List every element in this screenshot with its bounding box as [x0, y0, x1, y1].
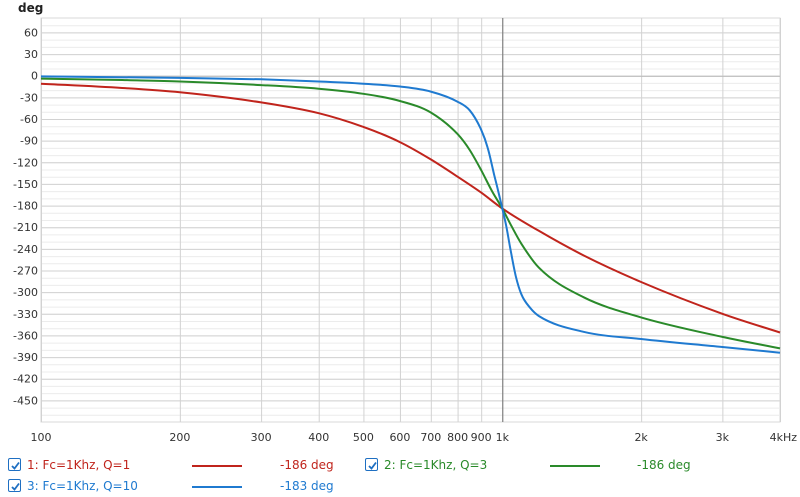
- x-tick-label: 900: [471, 431, 492, 444]
- x-tick-label: 200: [169, 431, 190, 444]
- series-3-line: [40, 75, 781, 354]
- series-2-value: -186 deg: [637, 458, 691, 472]
- y-tick-label: -390: [13, 351, 38, 364]
- y-tick-label: 0: [31, 70, 38, 83]
- series-3-checkbox[interactable]: [8, 479, 21, 492]
- series-1-line: [40, 82, 781, 334]
- series-3-swatch: [192, 486, 242, 488]
- checkmark-icon: [11, 461, 20, 470]
- y-tick-label: -30: [20, 91, 38, 104]
- series-3-name: 3: Fc=1Khz, Q=10: [27, 479, 138, 493]
- y-tick-label: -210: [13, 221, 38, 234]
- series-1-swatch: [192, 465, 242, 467]
- series-3-value: -183 deg: [280, 479, 334, 493]
- x-tick-label: 300: [251, 431, 272, 444]
- x-tick-label: 3k: [716, 431, 730, 444]
- series-1-value: -186 deg: [280, 458, 334, 472]
- y-tick-label: -330: [13, 308, 38, 321]
- x-tick-label: 4kHz: [770, 431, 798, 444]
- x-tick-label: 1k: [496, 431, 510, 444]
- y-axis-unit-label: deg: [18, 1, 44, 15]
- series-2-line: [40, 77, 781, 350]
- series-2-name: 2: Fc=1Khz, Q=3: [384, 458, 488, 472]
- checkmark-icon: [11, 482, 20, 491]
- y-tick-label: 60: [24, 26, 38, 39]
- y-tick-label: -60: [20, 113, 38, 126]
- series-1-name: 1: Fc=1Khz, Q=1: [27, 458, 131, 472]
- series-1-checkbox[interactable]: [8, 458, 21, 471]
- chart-svg[interactable]: 60300-30-60-90-120-150-180-210-240-270-3…: [0, 0, 800, 450]
- x-tick-label: 400: [308, 431, 329, 444]
- y-tick-label: -120: [13, 156, 38, 169]
- y-tick-label: -270: [13, 265, 38, 278]
- x-tick-label: 800: [447, 431, 468, 444]
- series-2-checkbox[interactable]: [365, 458, 378, 471]
- y-tick-label: -180: [13, 200, 38, 213]
- y-tick-label: -240: [13, 243, 38, 256]
- legend-item-series-3[interactable]: 3: Fc=1Khz, Q=10 -183 deg: [8, 477, 348, 497]
- x-tick-label: 2k: [634, 431, 648, 444]
- checkmark-icon: [368, 461, 377, 470]
- phase-chart[interactable]: deg 60 30 0 -30 -60 -90 -120 -150 -180 -210 -240 -2…: [0, 0, 800, 450]
- legend-item-series-1[interactable]: 1: Fc=1Khz, Q=1 -186 deg: [8, 456, 348, 476]
- y-tick-label: -90: [20, 135, 38, 148]
- y-tick-label: -150: [13, 178, 38, 191]
- x-tick-label: 500: [353, 431, 374, 444]
- x-tick-label: 700: [420, 431, 441, 444]
- legend: 1: Fc=1Khz, Q=1 -186 deg 2: Fc=1Khz, Q=3…: [0, 452, 800, 497]
- x-tick-label: 100: [31, 431, 52, 444]
- y-tick-label: -300: [13, 286, 38, 299]
- y-tick-label: -420: [13, 373, 38, 386]
- series-2-swatch: [550, 465, 600, 467]
- x-tick-label: 600: [389, 431, 410, 444]
- y-tick-label: -450: [13, 394, 38, 407]
- legend-item-series-2[interactable]: 2: Fc=1Khz, Q=3 -186 deg: [365, 456, 705, 476]
- y-tick-label: -360: [13, 329, 38, 342]
- y-tick-label: 30: [24, 48, 38, 61]
